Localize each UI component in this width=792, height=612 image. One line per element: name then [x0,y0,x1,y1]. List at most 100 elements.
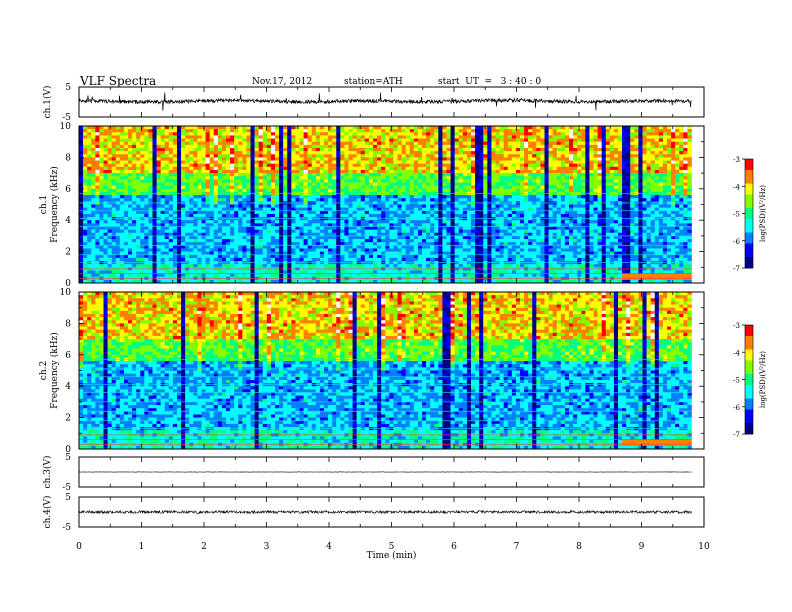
ch1-spectrogram-cell [209,179,215,183]
ch1-spectrogram-cell [544,223,549,227]
ch1-spectrogram-cell [491,154,496,158]
ch1-spectrogram-cell [352,151,357,155]
ch1-spectrogram-cell [495,147,500,152]
ch1-spectrogram-cell [283,163,288,168]
ch1-spectrogram-cell [340,223,345,227]
ch1-spectrogram-cell [103,166,108,171]
ch1-spectrogram-cell [381,213,386,218]
ch1-spectrogram-cell [303,166,308,171]
ch1-spectrogram-cell [454,220,460,224]
ch1-spectrogram-cell [487,151,492,155]
ch1-spectrogram-cell [389,138,394,142]
ch1-spectrogram-cell [172,135,178,139]
ch1-spectrogram-cell [123,185,129,190]
ch1-spectrogram-cell [287,223,292,227]
ch1-spectrogram-cell [373,226,378,230]
ch1-spectrogram-cell [618,226,623,230]
ch1-spectrogram-cell [373,182,378,186]
ch1-spectrogram-cell [503,126,509,130]
ch1-spectrogram-cell [99,126,104,130]
ch1-spectrogram-cell [573,141,578,146]
ch1-spectrogram-cell [540,195,545,199]
ch1-spectrogram-cell [107,147,112,152]
ch1-spectrogram-cell [442,179,447,183]
ch1-spectrogram-cell [295,147,300,152]
ch1-spectrogram-cell [295,160,300,164]
ch1-spectrogram-cell [634,226,639,230]
ch1-spectrogram-cell [569,195,574,199]
ch1-spectrogram-cell [536,132,541,136]
ch1-spectrogram-cell [397,144,402,149]
ch1-spectrogram-cell [242,169,247,174]
ch1-spectrogram-cell [581,188,586,193]
ch1-spectrogram-cell [511,213,517,218]
ch1-spectrogram-cell [491,213,496,218]
ch1-spectrogram-cell [340,173,345,177]
ch1-spectrogram-cell [111,129,117,133]
ch1-spectrogram-cell [238,151,243,155]
ch1-spectrogram-cell [287,132,292,136]
ch1-spectrogram-cell [618,135,623,139]
ch1-spectrogram-cell [115,141,121,146]
ch1-spectrogram-cell [385,129,390,133]
ch1-spectrogram-cell [356,220,362,224]
ch1-spectrogram-cell [87,147,92,152]
ch1-spectrogram-cell [667,154,672,158]
ch1-spectrogram-cell [275,198,280,202]
ch1-spectrogram-cell [495,207,500,212]
ch1-spectrogram-cell [487,220,492,224]
ch1-spectrogram-cell [213,138,219,142]
ch1-spectrogram-cell [246,160,251,164]
ch1-spectrogram-cell [483,151,488,155]
ch1-spectrogram-cell [622,169,627,174]
ch1-spectrogram-cell [679,126,684,130]
ch1-spectrogram-cell [426,147,431,152]
ch1-spectrogram-cell [393,195,398,199]
ch1-spectrogram-cell [262,135,268,139]
ch1-spectrogram-cell [597,141,602,146]
ch1-spectrogram-cell [246,220,251,224]
ch1-spectrogram-cell [148,132,153,136]
ch1-spectrogram-cell [573,220,578,224]
ch1-spectrogram-cell [213,207,219,212]
ch1-spectrogram-cell [230,135,235,139]
ch1-spectrogram-cell [152,207,157,212]
ch1-spectrogram-cell [144,207,149,212]
ch1-spectrogram-cell [324,147,329,152]
ch1-spectrogram-cell [609,213,615,218]
ch1-spectrogram-cell [99,220,104,224]
ch1-spectrogram-cell [364,185,370,190]
ch1-spectrogram-cell [226,135,231,139]
ch1-spectrogram-cell [454,179,460,183]
ch1-spectrogram-cell [483,195,488,199]
ch1-spectrogram-cell [332,144,337,149]
ch1-spectrogram-cell [597,160,602,164]
ch1-spectrogram-cell [466,210,472,215]
ch1-spectrogram-cell [585,166,590,171]
ch1-spectrogram-cell [609,204,615,208]
ch1-spectrogram-cell [360,169,366,174]
ch1-spectrogram-cell [413,226,419,230]
ch1-spectrogram-cell [466,213,472,218]
ch1-spectrogram-cell [393,135,398,139]
ch1-spectrogram-cell [667,163,672,168]
ch1-spectrogram-cell [368,169,374,174]
ch1-spectrogram-cell [556,154,562,158]
ch1-spectrogram-cell [352,182,357,186]
ch1-spectrogram-cell [254,166,259,171]
ch1-spectrogram-cell [654,157,660,161]
ch1-spectrogram-cell [160,185,166,190]
ch1-spectrogram-cell [650,204,656,208]
ch1-spectrogram-cell [683,166,688,171]
ch1-spectrogram-cell [197,166,202,171]
ch1-spectrogram-cell [450,182,455,186]
ch1-spectrogram-cell [650,198,656,202]
ch1-spectrogram-cell [177,126,182,130]
ch1-spectrogram-cell [466,135,472,139]
ch1-spectrogram-cell [393,226,398,230]
ch1-spectrogram-cell [193,163,198,168]
ch1-spectrogram-cell [319,157,325,161]
ch1-spectrogram-cell [393,132,398,136]
ch1-spectrogram-cell [172,157,178,161]
ch1-spectrogram-cell [352,179,357,183]
